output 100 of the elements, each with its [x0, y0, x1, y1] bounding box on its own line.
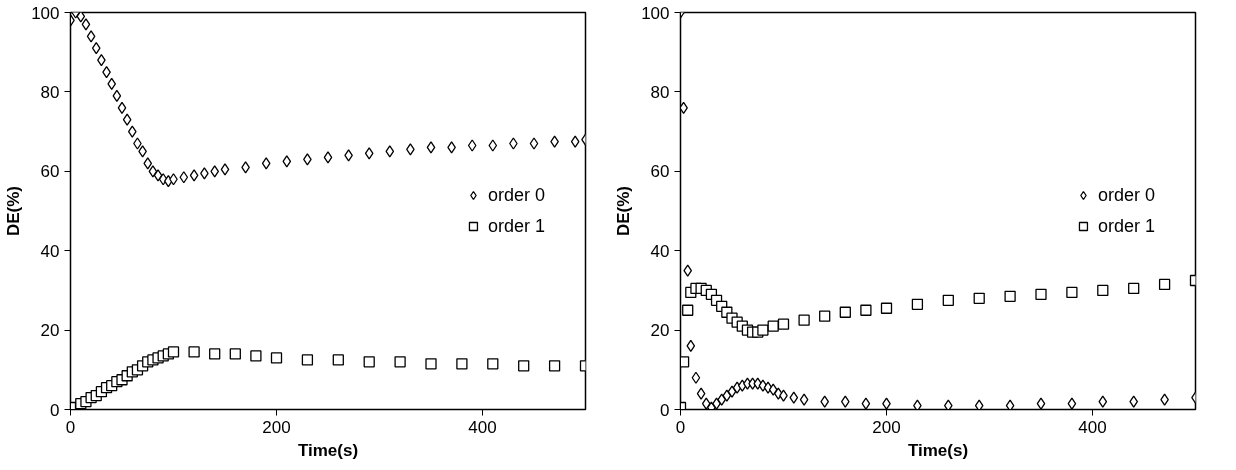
point — [394, 356, 406, 368]
point — [323, 151, 333, 164]
point — [1067, 397, 1077, 410]
y-tick-label: 80 — [40, 82, 60, 102]
legend-label: order 1 — [1097, 215, 1155, 237]
point — [680, 356, 690, 368]
point — [820, 395, 830, 408]
point — [76, 12, 86, 23]
point — [127, 125, 137, 138]
point — [777, 318, 790, 330]
point — [467, 139, 477, 152]
point — [86, 30, 96, 43]
point — [143, 157, 153, 170]
point — [364, 147, 374, 160]
point — [974, 399, 984, 410]
point — [860, 304, 872, 316]
y-tick-label: 80 — [650, 82, 670, 102]
x-tick-label: 400 — [468, 417, 497, 437]
x-axis-title: Time(s) — [907, 440, 969, 460]
point — [682, 304, 694, 316]
point — [799, 393, 809, 406]
y-tick-label: 40 — [650, 241, 670, 261]
point — [973, 292, 985, 304]
point — [332, 354, 344, 366]
point — [696, 387, 706, 400]
point — [911, 298, 924, 310]
point — [487, 358, 499, 370]
point — [1004, 290, 1016, 303]
point — [839, 306, 851, 318]
point — [112, 89, 122, 103]
legend-label: order 0 — [487, 184, 545, 206]
y-tick-label: 60 — [650, 162, 670, 182]
point — [798, 314, 810, 326]
point — [529, 137, 539, 150]
y-tick-label: 20 — [650, 321, 670, 341]
point — [189, 169, 199, 182]
point — [727, 385, 737, 398]
point — [456, 358, 468, 370]
point — [229, 348, 241, 360]
point — [250, 350, 262, 362]
point — [717, 393, 727, 406]
point — [1158, 278, 1171, 291]
point — [789, 391, 799, 404]
point — [261, 157, 271, 170]
point — [91, 42, 101, 55]
x-tick-label: 200 — [872, 417, 901, 437]
point — [1097, 284, 1109, 297]
point — [363, 356, 375, 368]
point — [819, 310, 831, 322]
point — [148, 165, 158, 178]
x-tick-label: 0 — [675, 417, 686, 437]
y-tick-label: 20 — [40, 321, 60, 341]
point — [282, 155, 292, 168]
point — [107, 77, 117, 91]
point — [861, 397, 871, 410]
point — [1035, 288, 1047, 301]
legend-label: order 0 — [1097, 184, 1155, 206]
point — [1005, 399, 1015, 410]
point — [488, 139, 498, 152]
point — [518, 360, 530, 372]
point — [1036, 397, 1046, 410]
point — [767, 320, 779, 332]
point — [1066, 286, 1078, 299]
point — [548, 360, 561, 372]
y-tick-label: 0 — [660, 400, 670, 420]
x-tick-label: 200 — [262, 417, 291, 437]
y-tick-label: 40 — [40, 241, 60, 261]
point — [701, 397, 711, 410]
point — [117, 101, 127, 114]
point — [880, 302, 893, 314]
point — [220, 163, 230, 176]
point — [210, 165, 220, 178]
point — [167, 346, 180, 358]
point — [913, 399, 922, 410]
point — [768, 383, 778, 396]
point — [722, 389, 732, 402]
x-axis-title: Time(s) — [297, 440, 359, 460]
point — [1098, 395, 1108, 408]
point — [686, 339, 696, 353]
x-tick-label: 0 — [65, 417, 76, 437]
point — [683, 264, 693, 277]
x-tick-label: 400 — [1078, 417, 1107, 437]
point — [122, 113, 132, 126]
legend-label: order 1 — [487, 215, 545, 237]
point — [757, 324, 769, 336]
point — [385, 145, 395, 158]
point — [570, 135, 580, 148]
point — [426, 141, 436, 154]
y-axis-title: DE(%) — [614, 185, 634, 237]
point — [153, 169, 163, 182]
point — [188, 346, 200, 358]
y-tick-label: 100 — [641, 3, 670, 23]
y-tick-label: 0 — [50, 400, 60, 420]
point — [1129, 395, 1139, 408]
y-tick-label: 100 — [31, 3, 60, 23]
y-axis-title: DE(%) — [4, 185, 24, 237]
y-tick-label: 60 — [40, 162, 60, 182]
point — [81, 18, 91, 31]
point — [270, 352, 283, 364]
point — [425, 358, 437, 370]
